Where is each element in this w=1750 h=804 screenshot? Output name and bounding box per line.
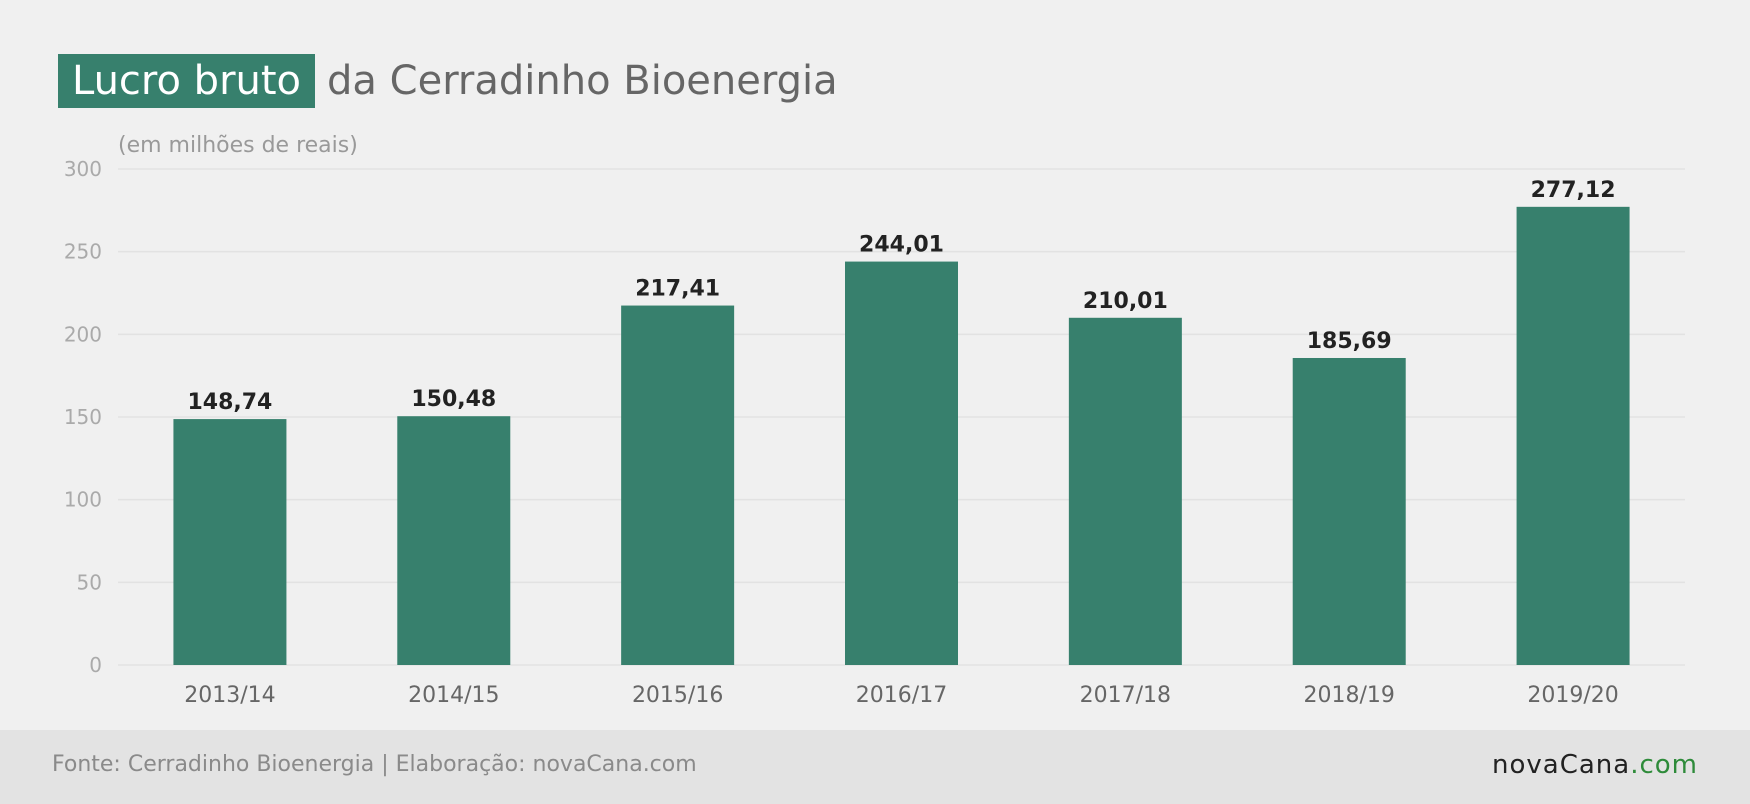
x-tick-label: 2016/17 [856,683,947,708]
x-tick-label: 2018/19 [1304,683,1395,708]
data-label: 277,12 [1531,178,1616,203]
logo-main: novaCana [1492,750,1631,780]
y-tick-label: 150 [64,405,102,429]
y-tick-label: 0 [89,653,102,677]
y-tick-label: 50 [77,570,102,594]
bar [397,416,511,665]
bar [1516,206,1630,666]
bar [1292,357,1406,665]
bar-chart: 0 50 100 150 200 250 300 148,74 150,48 217,41 244… [64,157,1685,708]
x-tick-label: 2015/16 [632,683,723,708]
data-label: 244,01 [859,233,944,258]
chart-title: Lucro bruto da Cerradinho Bioenergia [58,54,838,108]
x-tick-label: 2014/15 [408,683,499,708]
bar [173,419,287,665]
data-label: 210,01 [1083,289,1168,314]
x-tick-label: 2013/14 [184,683,275,708]
title-rest: da Cerradinho Bioenergia [327,58,838,104]
data-labels: 148,74 150,48 217,41 244,01 210,01 185,69 277,… [187,178,1615,415]
source-text: Fonte: Cerradinho Bioenergia | Elaboraçã… [52,752,697,777]
data-label: 185,69 [1307,329,1392,354]
bars [173,206,1630,666]
data-label: 150,48 [411,387,496,412]
x-tick-label: 2019/20 [1527,683,1618,708]
x-tick-label: 2017/18 [1080,683,1171,708]
y-tick-label: 100 [64,488,102,512]
bar [845,261,958,665]
y-tick-label: 200 [64,322,102,346]
x-axis-ticks: 2013/14 2014/15 2015/16 2016/17 2017/18 2018/… [184,683,1619,708]
y-axis-unit-label: (em milhões de reais) [118,133,358,158]
y-tick-label: 300 [64,157,102,181]
bar [621,305,735,665]
bar [1068,317,1182,665]
logo-suffix: .com [1630,750,1698,780]
y-axis-ticks: 0 50 100 150 200 250 300 [64,157,102,677]
title-highlight: Lucro bruto [58,54,316,108]
data-label: 148,74 [187,390,272,415]
novacana-logo[interactable]: novaCana.com [1492,750,1698,780]
data-label: 217,41 [635,277,720,302]
y-tick-label: 250 [64,240,102,264]
footer: Fonte: Cerradinho Bioenergia | Elaboraçã… [0,730,1750,804]
